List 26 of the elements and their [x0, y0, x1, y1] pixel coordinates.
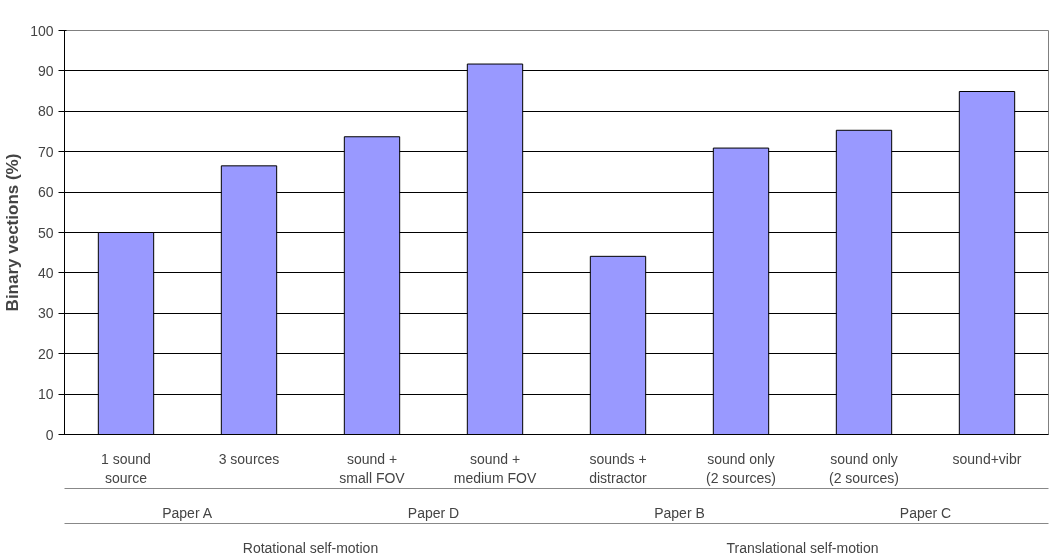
text: Paper B: [654, 504, 705, 521]
y-tick-label: 90: [37, 62, 54, 79]
y-tick-label: 30: [37, 305, 54, 322]
x-tick-label: sound+vibr: [952, 450, 1022, 467]
text: Paper D: [407, 504, 460, 521]
x-tick-label: sound only (2 sources): [828, 450, 900, 486]
y-axis-title: Binary vections (%): [3, 153, 23, 312]
y-tick-label: 70: [37, 143, 54, 160]
x-tick-label: 1 sound source: [101, 450, 151, 486]
text: Paper C: [899, 504, 952, 521]
x-tick-label: sounds + distractor: [589, 450, 648, 486]
x-tick-label: 3 sources: [218, 450, 280, 467]
y-tick-label: 0: [45, 426, 54, 443]
y-tick-label: 40: [37, 264, 54, 281]
x-tick-label: sound + small FOV: [339, 450, 406, 486]
y-tick-label: 50: [37, 224, 54, 241]
y-tick-label: 80: [37, 103, 54, 120]
y-tick-label: 100: [30, 22, 54, 39]
text: Paper A: [162, 504, 213, 521]
text: Translational self-motion: [726, 539, 879, 556]
y-tick-label: 20: [37, 345, 54, 362]
x-tick-label: sound + medium FOV: [453, 450, 537, 486]
y-tick-label: 10: [37, 386, 54, 403]
x-tick-label: sound only (2 sources): [705, 450, 777, 486]
text: Rotational self-motion: [242, 539, 379, 556]
y-tick-label: 60: [37, 184, 54, 201]
